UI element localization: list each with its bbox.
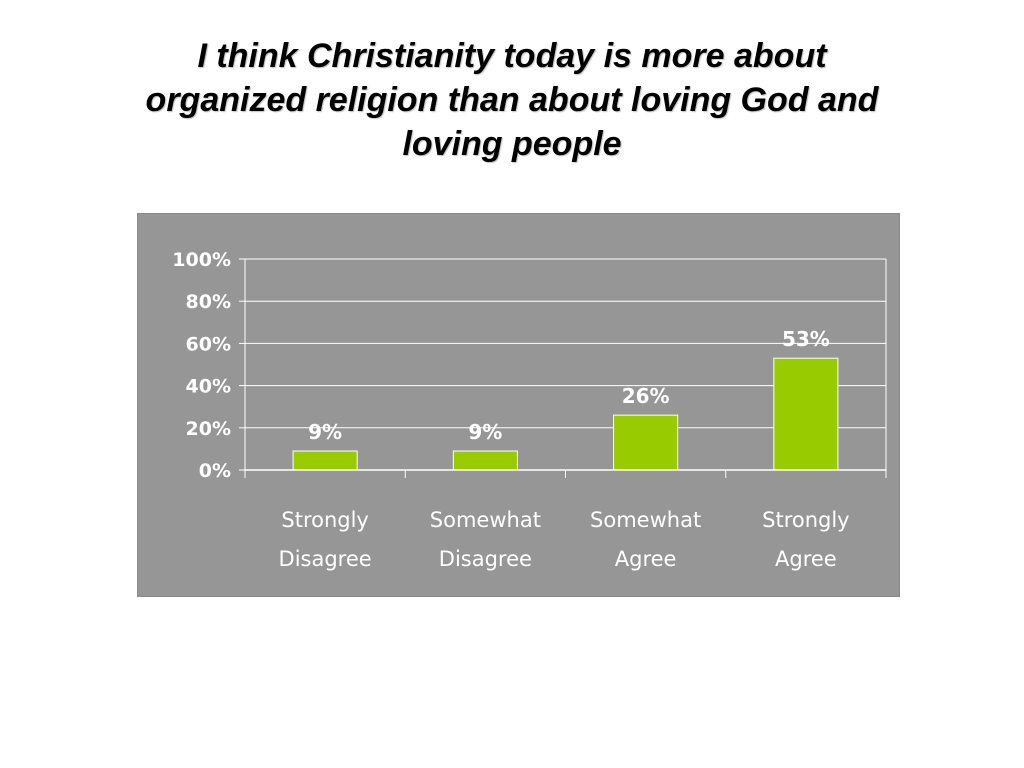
data-label: 9% [308,420,342,444]
x-category-label: Disagree [279,547,372,571]
bar [452,450,518,471]
x-category-label: Agree [615,547,677,571]
y-tick-label: 0% [199,460,231,482]
title-line-1: I think Christianity today is more about [197,37,827,75]
bar [773,357,839,471]
bar [292,450,358,471]
data-label: 9% [468,420,502,444]
y-tick-label: 40% [186,376,231,398]
x-category-label: Somewhat [590,508,701,532]
y-tick-label: 20% [186,418,231,440]
chart-panel: 0% 20% 40% 60% 80% 100% 9% Strongly Disagree 9% So… [137,213,900,597]
bar [613,414,679,471]
slide-title: I think Christianity today is more about… [60,34,964,166]
y-tick-label: 60% [186,333,231,355]
data-label: 53% [782,327,830,351]
data-label: 26% [622,384,670,408]
x-category-label: Somewhat [430,508,541,532]
bar-chart: 0% 20% 40% 60% 80% 100% 9% Strongly Disagree 9% So… [172,249,887,571]
title-line-3: loving people [402,125,622,163]
x-category-label: Disagree [439,547,532,571]
x-category-label: Strongly [281,508,369,532]
x-category-label: Strongly [762,508,850,532]
y-tick-label: 100% [172,249,231,271]
title-line-2: organized religion than about loving God… [145,81,879,119]
x-category-label: Agree [775,547,837,571]
y-tick-label: 80% [186,291,231,313]
